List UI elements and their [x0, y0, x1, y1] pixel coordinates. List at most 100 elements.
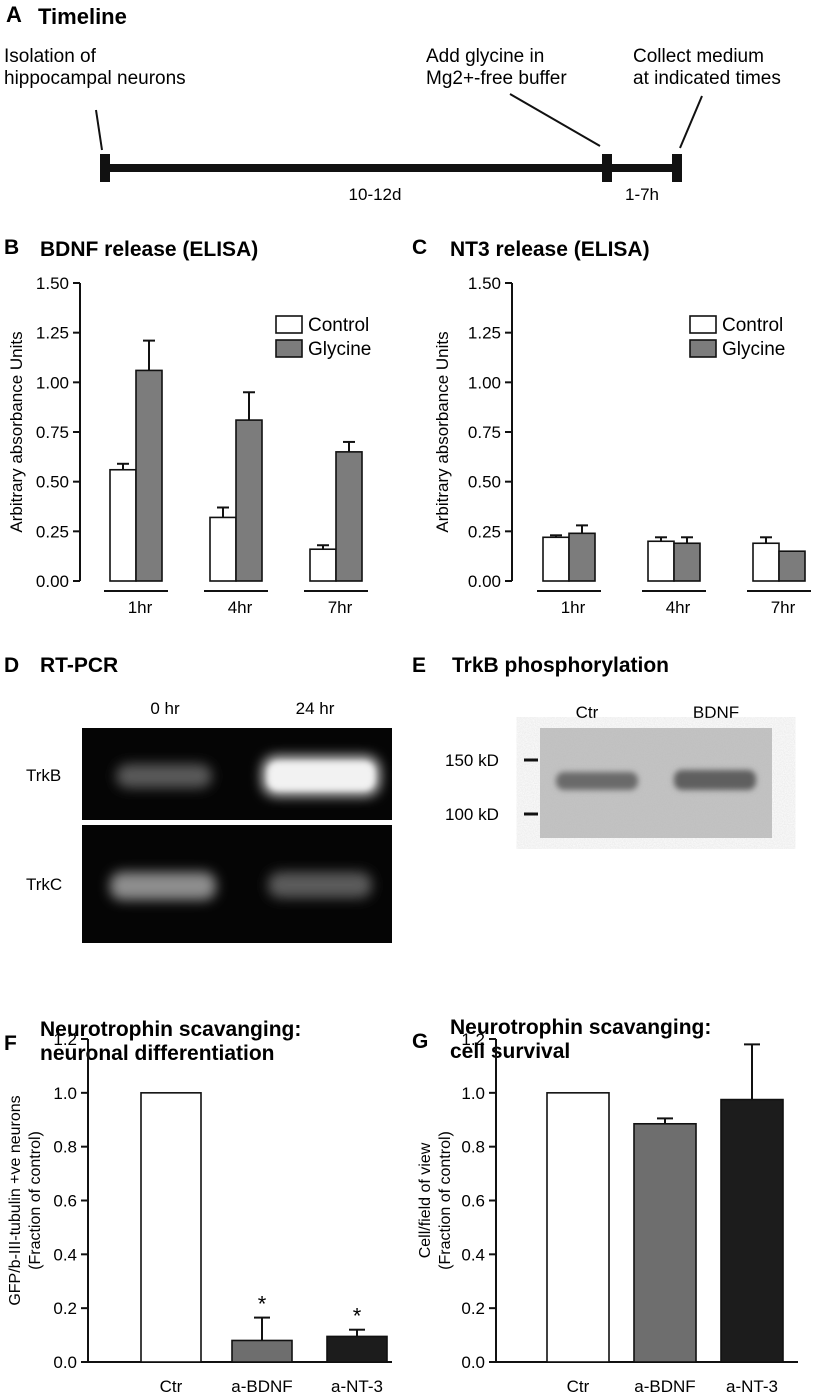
chart-nt3-release: NT3 release (ELISA) 0.00 0.25 0.50 0.75 1.00 1…	[433, 238, 811, 617]
bar-ctr	[140, 1092, 202, 1363]
band-trkc-24hr	[268, 872, 372, 898]
chart-neuronal-differentiation: Neurotrophin scavanging:neuronal differe…	[7, 1018, 392, 1395]
y-tick-label: 1.50	[36, 274, 69, 293]
panel-d-letter: D	[4, 654, 19, 677]
panel-a-letter: A	[6, 2, 22, 27]
timeline-tick-mid	[602, 154, 612, 182]
duration-2: 1-7h	[625, 185, 659, 204]
y-tick-label: 1.0	[53, 1084, 77, 1103]
chart-title-line: Neurotrophin scavanging:	[40, 1018, 301, 1041]
y-axis-label-line: (Fraction of control)	[437, 1131, 454, 1270]
x-tick-label: 7hr	[771, 598, 796, 617]
rtpcr-row-trkb: TrkB	[26, 766, 61, 785]
x-tick-label: a-BDNF	[634, 1377, 695, 1395]
legend-swatch-control	[275, 315, 303, 334]
western-col-ctr: Ctr	[576, 703, 599, 722]
panel-b-letter: B	[4, 236, 19, 259]
band-ctr	[556, 772, 638, 790]
rtpcr-col-24hr: 24 hr	[296, 699, 335, 718]
y-tick-label: 0.25	[36, 522, 69, 541]
y-tick-label: 0.8	[461, 1138, 485, 1157]
y-axis-label-line: GFP/b-III-tubulin +ve neurons	[7, 1095, 24, 1305]
y-tick-label: 0.00	[468, 572, 501, 591]
legend-swatch-glycine	[689, 339, 717, 358]
y-tick-label: 0.6	[461, 1192, 485, 1211]
bar-control-4hr	[209, 516, 237, 582]
x-tick-label: 1hr	[128, 598, 153, 617]
y-tick-label: 0.75	[468, 423, 501, 442]
chart-title: BDNF release (ELISA)	[40, 238, 258, 261]
significance-mark: *	[353, 1304, 362, 1329]
legend-label-control: Control	[308, 315, 369, 336]
panel-a: A Timeline Isolation of hippocampal neur…	[4, 2, 781, 204]
legend-label-control: Control	[722, 315, 783, 336]
timeline-bar	[104, 164, 678, 172]
panel-g-letter: G	[412, 1030, 428, 1053]
y-tick-label: 0.25	[468, 522, 501, 541]
significance-mark: *	[258, 1292, 267, 1317]
western-col-bdnf: BDNF	[693, 703, 739, 722]
chart-title-line: neuronal differentiation	[40, 1042, 275, 1065]
y-tick-label: 1.2	[461, 1030, 485, 1049]
timeline-label-end-2: at indicated times	[633, 68, 781, 89]
timeline-label-mid-2: Mg2+-free buffer	[426, 68, 567, 89]
bar-control-7hr	[752, 542, 780, 582]
y-tick-label: 0.0	[461, 1353, 485, 1372]
pointer-mid	[509, 93, 601, 147]
chart-title-line: cell survival	[450, 1040, 570, 1063]
rtpcr-col-0hr: 0 hr	[150, 699, 180, 718]
x-tick-label: 1hr	[561, 598, 586, 617]
x-tick-label: a-BDNF	[231, 1377, 292, 1395]
pointer-start	[95, 109, 103, 151]
panel-a-title: Timeline	[38, 4, 127, 29]
legend-swatch-glycine	[275, 339, 303, 358]
y-tick-label: 0.75	[36, 423, 69, 442]
x-tick-label: 4hr	[666, 598, 691, 617]
y-tick-label: 0.4	[461, 1245, 485, 1264]
x-tick-label: Ctr	[160, 1377, 183, 1395]
y-tick-label: 0.6	[53, 1192, 77, 1211]
timeline-label-start-1: Isolation of	[4, 46, 97, 67]
legend-swatch-control	[689, 315, 717, 334]
x-tick-label: a-NT-3	[331, 1377, 383, 1395]
bar-control-1hr	[542, 536, 570, 582]
y-tick-label: 1.2	[53, 1030, 77, 1049]
x-tick-label: 7hr	[328, 598, 353, 617]
timeline-tick-start	[100, 154, 110, 182]
y-tick-label: 0.2	[461, 1299, 485, 1318]
timeline-label-end-1: Collect medium	[633, 46, 764, 67]
y-tick-label: 0.00	[36, 572, 69, 591]
y-tick-label: 0.4	[53, 1245, 77, 1264]
y-axis-label-line: (Fraction of control)	[27, 1131, 44, 1270]
bar-a-bdnf	[231, 1339, 293, 1363]
y-tick-label: 0.50	[36, 473, 69, 492]
y-axis-label: Arbitrary absorbance Units	[7, 331, 26, 532]
y-tick-label: 1.25	[36, 324, 69, 343]
bar-glycine-7hr	[335, 451, 363, 582]
timeline-tick-end	[672, 154, 682, 182]
legend-label-glycine: Glycine	[722, 339, 785, 360]
band-trkc-0hr	[110, 872, 216, 900]
bar-control-7hr	[309, 548, 337, 582]
panel-f-letter: F	[4, 1032, 17, 1055]
panel-e-letter: E	[412, 654, 426, 677]
y-axis-label: Arbitrary absorbance Units	[433, 331, 452, 532]
chart-title-line: Neurotrophin scavanging:	[450, 1016, 711, 1039]
marker-150kd: 150 kD	[445, 751, 499, 770]
bar-a-nt-3	[720, 1098, 784, 1363]
panel-d-title: RT-PCR	[40, 654, 118, 677]
marker-100kd: 100 kD	[445, 805, 499, 824]
chart-title: NT3 release (ELISA)	[450, 238, 650, 261]
y-tick-label: 1.0	[461, 1084, 485, 1103]
pointer-end	[679, 95, 703, 149]
chart-bdnf-release: BDNF release (ELISA) 0.00 0.25 0.50 0.75 1.00…	[7, 238, 371, 617]
band-trkb-24hr	[268, 762, 374, 790]
y-tick-label: 1.50	[468, 274, 501, 293]
y-tick-label: 0.2	[53, 1299, 77, 1318]
x-tick-label: 4hr	[228, 598, 253, 617]
bar-a-bdnf	[633, 1122, 697, 1363]
panel-e-title: TrkB phosphorylation	[452, 654, 669, 677]
y-tick-label: 0.0	[53, 1353, 77, 1372]
timeline-label-start-2: hippocampal neurons	[4, 68, 186, 89]
